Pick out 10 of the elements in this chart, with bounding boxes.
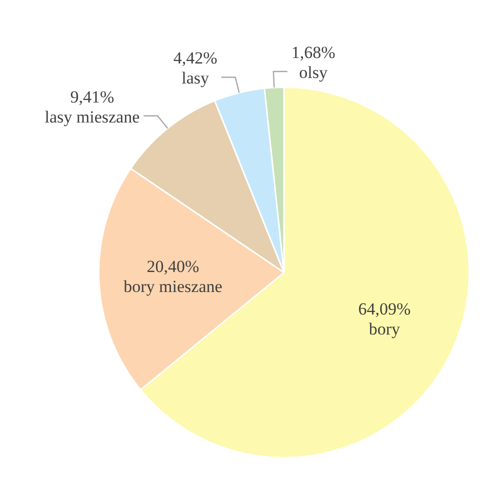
slice-label: bory mieszane (124, 276, 222, 296)
data-label: 1,68% (291, 43, 336, 62)
data-label: 20,40% (146, 256, 200, 276)
data-label: 9,41% (70, 87, 114, 106)
slice-label: lasy (182, 68, 210, 88)
data-label: 64,09% (358, 300, 411, 319)
data-label: 4,42% (173, 48, 218, 68)
slice-label: bory (368, 320, 401, 339)
slice-label: lasy mieszane (44, 107, 140, 126)
slice-label: olsy (299, 63, 328, 82)
